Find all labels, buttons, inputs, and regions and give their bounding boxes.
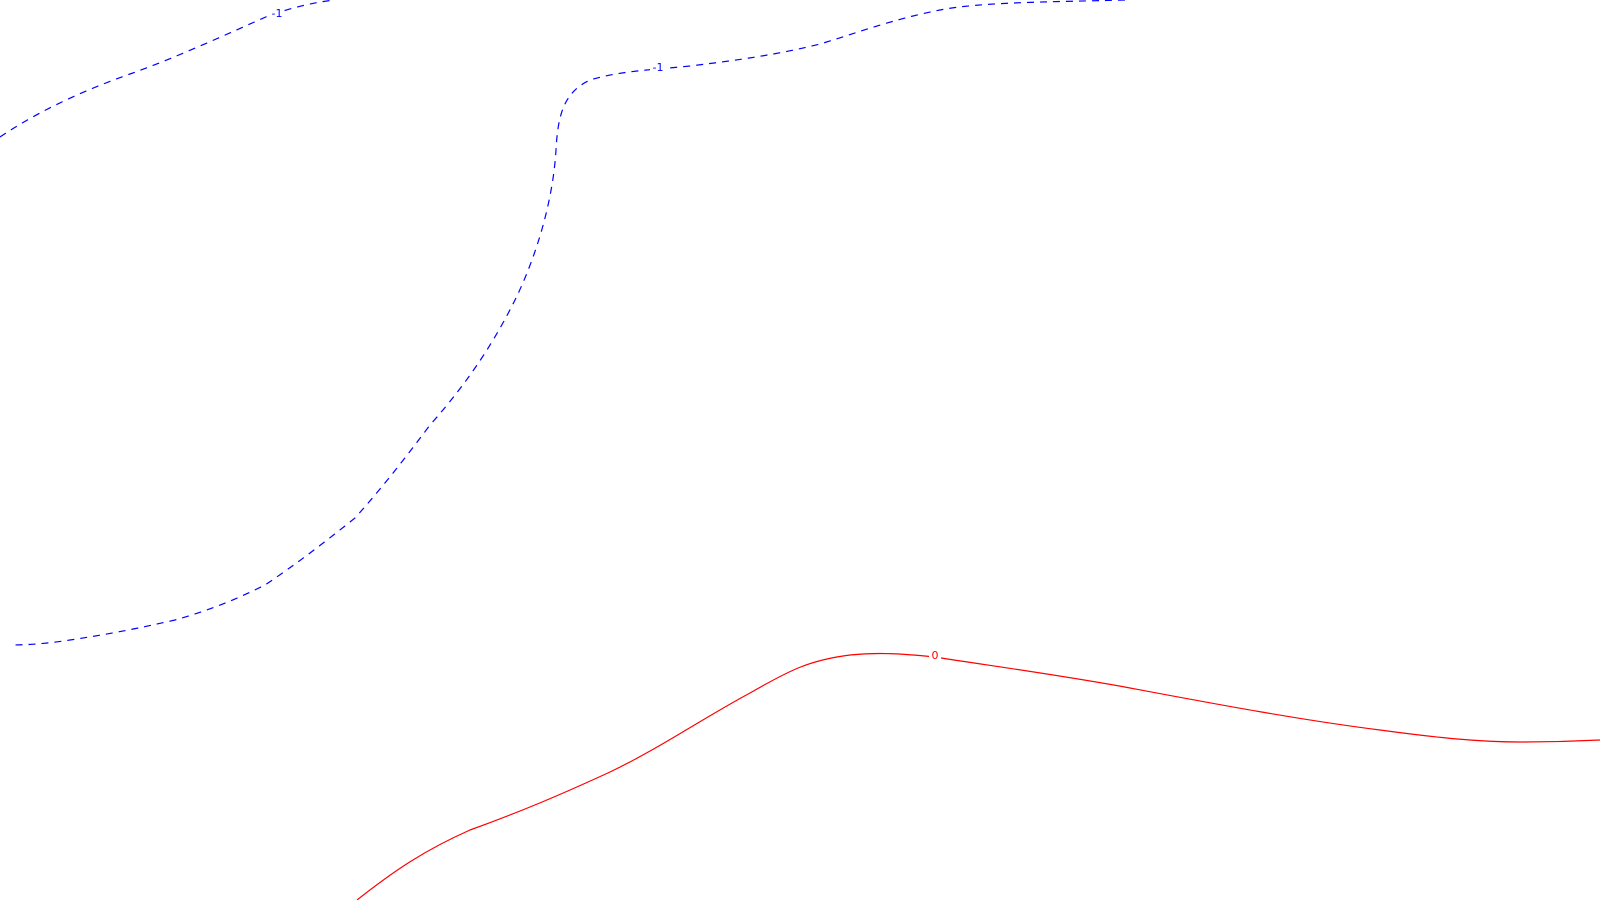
contour-label-mask	[270, 8, 284, 20]
contour-label-zero: 0	[932, 649, 939, 662]
contour-line-zero	[356, 652, 1600, 900]
contour-line-neg1-upper-left	[0, 0, 336, 138]
contour-label-mask	[650, 61, 666, 73]
contour-label-neg1-upper-left: -1	[272, 7, 283, 20]
contour-line-neg1-main	[9, 0, 1126, 646]
contour-label-mask	[929, 650, 941, 662]
contour-label-neg1-main: -1	[653, 61, 664, 74]
